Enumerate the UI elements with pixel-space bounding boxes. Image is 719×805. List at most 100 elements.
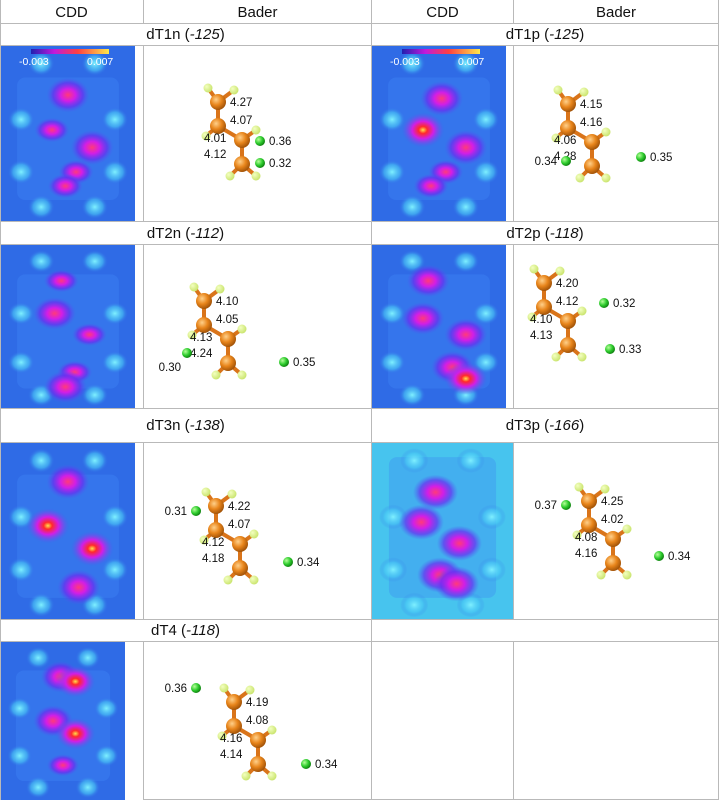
bader-charge-label: 4.16 — [220, 733, 242, 745]
bader-charge-label: 4.12 — [204, 149, 226, 161]
bader-dot-label: 0.30 — [159, 362, 181, 374]
carbon-atom — [560, 313, 576, 329]
panel-title-dT1p: dT1p (-125) — [505, 26, 585, 43]
carbon-atom — [560, 96, 576, 112]
bader-charge-label: 4.12 — [202, 537, 224, 549]
carbon-atom — [208, 498, 224, 514]
colorbar-max-label: 0.007 — [87, 56, 113, 68]
carbon-atom — [581, 517, 597, 533]
panel-title-dT1n: dT1n (-125) — [146, 26, 225, 43]
bader-panel-dT3n: 4.22 4.07 4.12 4.18 0.31 0.34 — [144, 443, 371, 619]
hydrogen-atom — [249, 575, 259, 585]
binding-energy: -138 — [189, 417, 220, 434]
hydrogen-atom — [223, 575, 233, 585]
bader-charge-label: 4.18 — [202, 553, 224, 565]
carbon-atom — [226, 694, 242, 710]
binding-energy: -112 — [190, 224, 220, 242]
bader-dot — [283, 557, 293, 567]
bader-charge-label: 4.02 — [601, 514, 623, 526]
header-cdd-right: CDD — [426, 3, 459, 21]
hydrogen-atom — [225, 171, 235, 181]
carbon-atom — [196, 293, 212, 309]
bader-panel-dT1p: 4.154.164.064.280.340.35 — [514, 46, 718, 221]
carbon-atom — [250, 732, 266, 748]
hydrogen-atom — [187, 330, 197, 340]
hydrogen-atom — [251, 171, 261, 181]
carbon-atom — [581, 493, 597, 509]
hydrogen-atom — [189, 282, 199, 292]
colorbar-min-label: -0.003 — [19, 56, 49, 68]
bader-dot-label: 0.34 — [297, 557, 320, 569]
bader-dot-label: 0.32 — [613, 298, 635, 310]
hydrogen-atom — [572, 530, 582, 540]
bader-charge-label: 4.19 — [246, 697, 268, 709]
bader-dot — [301, 759, 311, 769]
carbon-atom — [220, 355, 236, 371]
hydrogen-atom — [575, 173, 585, 183]
carbon-atom — [605, 531, 621, 547]
bader-charge-label: 4.05 — [216, 314, 238, 326]
bader-charge-label: 4.07 — [230, 115, 252, 127]
binding-energy: -118 — [186, 622, 215, 639]
system-id: dT3p — [505, 417, 540, 434]
bader-dot-label: 0.31 — [165, 506, 187, 518]
bader-dot-label: 0.34 — [315, 759, 338, 771]
bader-panel-dT2n: 4.10 4.05 4.13 4.24 0.30 0.35 — [144, 245, 371, 408]
bader-dot — [636, 152, 646, 162]
carbon-atom — [226, 718, 242, 734]
hydrogen-atom — [601, 127, 611, 137]
carbon-atom — [234, 156, 250, 172]
carbon-atom — [584, 134, 600, 150]
bader-charge-label: 4.10 — [530, 314, 552, 326]
bader-dot-label: 0.37 — [535, 500, 557, 512]
carbon-atom — [234, 132, 250, 148]
hydrogen-atom — [553, 85, 563, 95]
carbon-atom — [196, 317, 212, 333]
cdd-map-dT1p: -0.003 0.007 — [372, 46, 513, 221]
hydrogen-atom — [551, 352, 561, 362]
bader-dot — [255, 158, 265, 168]
carbon-atom — [220, 331, 236, 347]
hydrogen-atom — [249, 529, 259, 539]
bader-dot — [599, 298, 609, 308]
hydrogen-atom — [217, 731, 227, 741]
carbon-atom — [232, 536, 248, 552]
bader-panel-dT2p: 4.20 4.12 4.10 4.13 0.32 0.33 — [514, 245, 718, 408]
bader-charge-label: 4.14 — [220, 749, 243, 761]
cdd-map-dT3n — [1, 443, 143, 619]
binding-energy: -118 — [549, 224, 579, 242]
carbon-atom — [605, 555, 621, 571]
system-id: dT4 — [151, 622, 177, 639]
hydrogen-atom — [237, 370, 247, 380]
hydrogen-atom — [267, 771, 277, 781]
carbon-atom — [584, 158, 600, 174]
panel-title-dT4: dT4 (-118) — [151, 622, 220, 639]
bader-dot-label: 0.34 — [535, 156, 558, 168]
bader-dot-label: 0.36 — [269, 136, 291, 148]
bader-dot-label: 0.32 — [269, 158, 291, 170]
panel-title-dT3p: dT3p (-166) — [505, 417, 585, 434]
hydrogen-atom — [601, 173, 611, 183]
bader-dot — [561, 500, 571, 510]
bader-charge-label: 4.08 — [246, 715, 268, 727]
system-id: dT1n — [146, 26, 181, 43]
hydrogen-atom — [241, 771, 251, 781]
bader-dot-label: 0.34 — [668, 551, 691, 563]
bader-panel-dT1n: 4.27 4.07 4.01 4.12 0.36 0.32 — [144, 46, 371, 221]
hydrogen-atom — [551, 133, 561, 143]
binding-energy: -125 — [189, 26, 220, 43]
bader-charge-label: 4.08 — [575, 532, 597, 544]
cdd-map-dT2p — [372, 245, 513, 408]
hydrogen-atom — [577, 306, 587, 316]
cdd-map-dT4 — [1, 642, 143, 800]
cdd-map-dT2n — [1, 245, 143, 408]
bader-dot — [654, 551, 664, 561]
bader-dot — [182, 348, 192, 358]
carbon-atom — [210, 94, 226, 110]
cdd-map-dT1n: -0.003 0.007 — [1, 46, 143, 221]
hydrogen-atom — [574, 482, 584, 492]
hydrogen-atom — [201, 131, 211, 141]
binding-energy: -125 — [549, 26, 580, 43]
cdd-map-dT3p — [372, 443, 513, 619]
bader-charge-label: 4.22 — [228, 501, 250, 513]
